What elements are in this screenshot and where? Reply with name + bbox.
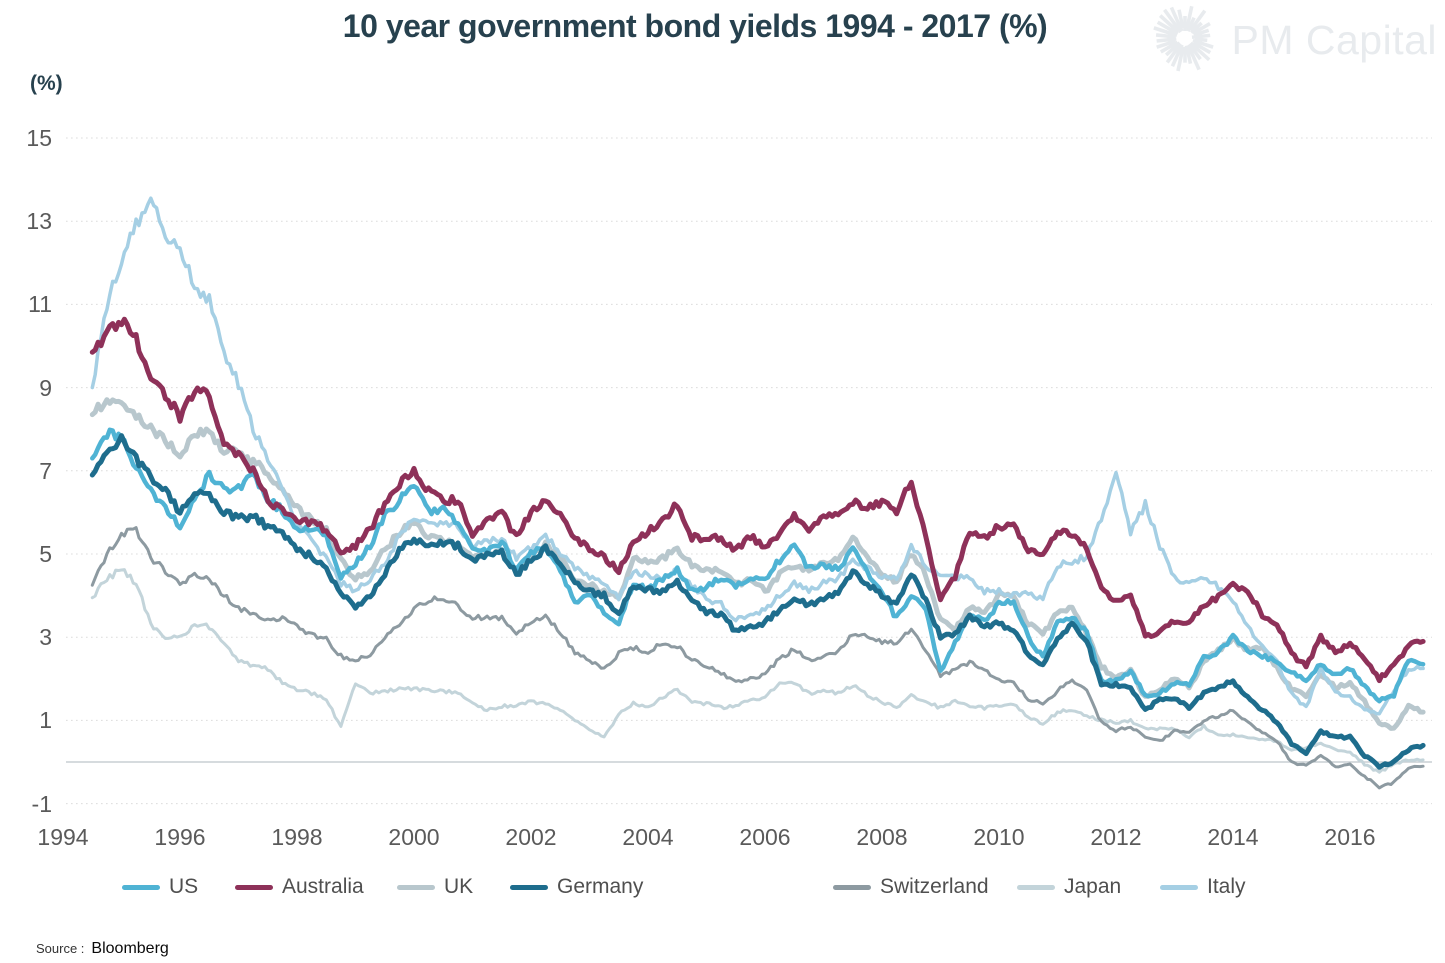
starburst-ray bbox=[1189, 9, 1207, 32]
legend-swatch-germany bbox=[510, 884, 548, 890]
series-line-italy bbox=[90, 196, 1425, 716]
starburst-ray bbox=[1156, 33, 1177, 39]
x-tick-label-2002: 2002 bbox=[505, 824, 557, 850]
legend-label-us: US bbox=[169, 875, 199, 898]
y-tick-label--1: -1 bbox=[31, 790, 52, 817]
x-tick-label-2012: 2012 bbox=[1090, 824, 1142, 850]
x-tick-label-2004: 2004 bbox=[622, 824, 674, 850]
x-tick-label-1998: 1998 bbox=[271, 824, 323, 850]
series-line-switzerland bbox=[90, 526, 1425, 790]
series-line-japan bbox=[90, 568, 1425, 774]
starburst-ray bbox=[1185, 5, 1194, 31]
starburst-ray bbox=[1192, 22, 1212, 35]
legend-item-us: US bbox=[122, 874, 198, 900]
starburst-ray bbox=[1153, 26, 1178, 38]
legend-item-australia: Australia bbox=[235, 874, 364, 900]
legend-item-switzerland: Switzerland bbox=[833, 874, 989, 900]
starburst-ray bbox=[1160, 40, 1179, 54]
starburst-ray bbox=[1192, 33, 1211, 40]
starburst-ray bbox=[1187, 44, 1202, 71]
x-tick-label-2016: 2016 bbox=[1324, 824, 1376, 850]
legend-label-italy: Italy bbox=[1207, 875, 1246, 898]
legend-swatch-us bbox=[122, 884, 160, 890]
starburst-ray bbox=[1185, 45, 1193, 64]
legend-item-italy: Italy bbox=[1160, 874, 1246, 900]
legend-swatch-switzerland bbox=[833, 884, 871, 890]
legend-swatch-uk bbox=[397, 884, 435, 890]
source-note: Source : Bloomberg bbox=[36, 940, 169, 958]
legend-label-australia: Australia bbox=[282, 875, 364, 898]
source-label: Source : bbox=[36, 941, 85, 956]
y-tick-label-15: 15 bbox=[26, 125, 52, 151]
legend-item-germany: Germany bbox=[510, 874, 643, 900]
legend-item-uk: UK bbox=[397, 874, 473, 900]
legend-label-germany: Germany bbox=[557, 875, 644, 898]
y-axis-unit-label: (%) bbox=[30, 72, 63, 95]
starburst-ray bbox=[1166, 42, 1183, 64]
legend-swatch-italy bbox=[1160, 884, 1198, 890]
series-line-us bbox=[90, 427, 1426, 704]
y-tick-label-5: 5 bbox=[39, 541, 52, 567]
source-value: Bloomberg bbox=[91, 940, 169, 957]
starburst-ray bbox=[1177, 9, 1186, 29]
starburst-ray bbox=[1165, 41, 1182, 57]
starburst-ray bbox=[1192, 38, 1215, 49]
y-tick-label-13: 13 bbox=[26, 208, 52, 235]
y-tick-label-11: 11 bbox=[28, 291, 52, 318]
starburst-ray bbox=[1176, 46, 1186, 72]
x-tick-label-1994: 1994 bbox=[37, 824, 89, 850]
x-tick-label-2008: 2008 bbox=[856, 824, 908, 850]
x-tick-label-2000: 2000 bbox=[388, 824, 440, 850]
starburst-ray bbox=[1186, 16, 1197, 32]
y-tick-label-9: 9 bbox=[39, 374, 52, 401]
legend-label-switzerland: Switzerland bbox=[880, 875, 989, 898]
starburst-ray bbox=[1195, 37, 1208, 43]
legend-label-uk: UK bbox=[444, 875, 474, 898]
x-tick-label-2006: 2006 bbox=[739, 824, 791, 850]
starburst-ray bbox=[1171, 43, 1185, 67]
y-tick-label-7: 7 bbox=[39, 457, 52, 484]
legend-item-japan: Japan bbox=[1017, 874, 1121, 900]
starburst-ray bbox=[1189, 41, 1211, 62]
starburst-ray bbox=[1170, 6, 1185, 32]
starburst-ray bbox=[1163, 8, 1183, 34]
legend-label-japan: Japan bbox=[1064, 875, 1122, 898]
starburst-ray bbox=[1188, 42, 1203, 61]
y-tick-label-3: 3 bbox=[39, 624, 52, 651]
legend-swatch-australia bbox=[235, 884, 273, 890]
starburst-ray bbox=[1190, 21, 1204, 34]
x-tick-label-1996: 1996 bbox=[154, 824, 206, 850]
starburst-ray bbox=[1156, 37, 1177, 43]
starburst-ray bbox=[1159, 14, 1180, 34]
starburst-ray bbox=[1193, 28, 1210, 37]
pm-capital-logo: PM Capital bbox=[1147, 0, 1437, 76]
starburst-ray bbox=[1157, 20, 1180, 36]
chart-title: 10 year government bond yields 1994 - 20… bbox=[342, 8, 1048, 44]
x-tick-label-2010: 2010 bbox=[973, 824, 1025, 850]
logo-text: PM Capital bbox=[1231, 16, 1437, 63]
series-line-germany bbox=[89, 433, 1426, 770]
legend-swatch-japan bbox=[1017, 884, 1055, 890]
starburst-ray bbox=[1156, 39, 1177, 49]
series-line-australia bbox=[89, 316, 1426, 684]
starburst-icon bbox=[1153, 5, 1215, 72]
y-tick-label-1: 1 bbox=[39, 707, 52, 734]
starburst-ray bbox=[1192, 41, 1212, 55]
x-tick-label-2014: 2014 bbox=[1207, 824, 1259, 850]
